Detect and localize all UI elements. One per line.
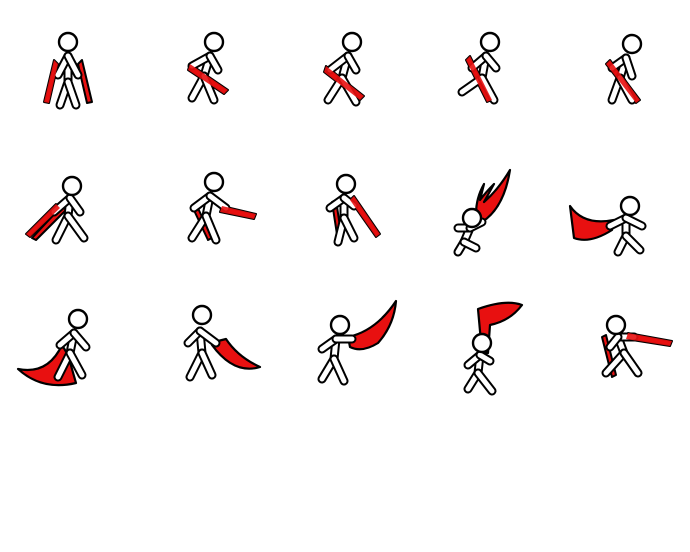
stickman-body: [325, 193, 359, 247]
head: [605, 314, 627, 336]
sprite-frame-12: [156, 295, 262, 395]
sprite-frame-2: [156, 20, 256, 120]
stickman-body: [187, 191, 231, 245]
leg-right: [65, 79, 79, 108]
head: [191, 304, 213, 326]
leg-right: [65, 213, 87, 241]
blade-overlay: [26, 204, 60, 237]
sprite-frame-6: [18, 160, 118, 260]
stickman-idle-stand: [43, 31, 93, 110]
stickman-rising-slash: [317, 299, 398, 386]
blade-overlay: [324, 66, 364, 100]
stickman-jump-slash: [453, 168, 512, 257]
arm-right: [483, 53, 499, 71]
slash-effect-icon: [568, 204, 616, 241]
blade-overlay: [606, 60, 640, 103]
stickman-thrust: [187, 171, 257, 245]
stickman-body: [601, 332, 643, 378]
leg-right: [623, 233, 643, 253]
leg-right: [331, 356, 347, 384]
sprite-frame-10: [568, 160, 670, 260]
head: [461, 207, 483, 229]
stickman-crouch-slash: [183, 304, 262, 382]
slash-effect-icon: [346, 299, 398, 351]
stickman-back-slash: [568, 195, 647, 257]
slash-effect-icon: [476, 301, 524, 355]
sprite-frame-14: [432, 295, 532, 396]
arm-right: [607, 334, 621, 350]
head: [61, 175, 83, 197]
head: [471, 332, 493, 354]
leg-right: [341, 215, 357, 241]
arm-right: [67, 195, 83, 215]
stickman-body: [53, 328, 91, 382]
stickman-body: [605, 213, 647, 257]
sprite-frame-13: [294, 295, 398, 395]
head: [621, 33, 643, 55]
arm-right: [207, 53, 221, 73]
head: [203, 31, 225, 53]
stickman-hunch: [605, 33, 643, 105]
stickman-body: [53, 51, 83, 110]
head: [329, 314, 351, 336]
sprite-frame-3: [294, 20, 394, 120]
head: [203, 171, 225, 193]
sprite-frame-11: [16, 295, 118, 395]
head: [67, 308, 89, 330]
sprite-frame-4: [432, 20, 532, 120]
head: [479, 31, 501, 53]
arm-right: [71, 330, 89, 350]
arm-right: [65, 53, 81, 78]
arm-right: [197, 328, 219, 346]
sprite-frame-7: [156, 160, 257, 260]
blade-overlay: [220, 206, 256, 219]
stickman-body: [463, 350, 497, 396]
stickman-kneel-back: [25, 175, 89, 245]
stickman-crouch-walk: [187, 31, 229, 105]
stickman-body: [317, 334, 357, 386]
arm-right: [623, 55, 635, 79]
head: [57, 31, 79, 53]
head: [335, 173, 357, 195]
sprite-frame-8: [294, 160, 394, 260]
stickman-twist: [325, 173, 381, 247]
slash-effect-icon: [210, 337, 262, 370]
blade-overlay: [466, 56, 492, 102]
arm-right: [341, 195, 357, 209]
blade-overlay: [188, 64, 228, 94]
stickman-overhead-slash: [463, 301, 524, 396]
blade-overlay: [626, 333, 672, 346]
stickman-body: [183, 326, 221, 382]
stickman-step-forward: [323, 31, 365, 107]
arm-right: [477, 352, 493, 364]
sprite-frame-9: [432, 160, 532, 260]
stickman-low-sweep: [16, 308, 91, 387]
head: [341, 31, 363, 53]
leg-right: [461, 239, 479, 251]
leg-right: [203, 213, 219, 243]
sprite-frame-15: [570, 295, 673, 395]
arm-right: [623, 215, 645, 229]
blade-overlay: [44, 60, 58, 103]
head: [619, 195, 641, 217]
leg-right: [67, 350, 85, 378]
blade-overlay: [350, 196, 380, 237]
leg-right: [479, 75, 497, 103]
leg-right: [621, 350, 641, 376]
leg-right: [199, 350, 215, 378]
stickman-lunge-low: [457, 31, 501, 105]
leg-right: [475, 370, 495, 394]
sprite-frame-5: [570, 20, 670, 120]
slash-effect-icon: [474, 168, 512, 224]
blade-icon: [77, 59, 93, 104]
stickman-body: [49, 193, 89, 245]
arm-right: [345, 53, 359, 73]
sprite-frame-1: [18, 20, 118, 120]
stickman-recover: [601, 314, 673, 378]
arm-right: [207, 193, 229, 211]
